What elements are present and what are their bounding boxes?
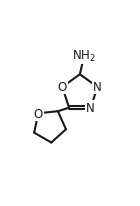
Text: O: O xyxy=(34,107,43,120)
Text: O: O xyxy=(58,81,67,94)
Text: N: N xyxy=(93,81,102,94)
Text: N: N xyxy=(86,102,95,115)
Text: NH$_2$: NH$_2$ xyxy=(72,48,96,63)
